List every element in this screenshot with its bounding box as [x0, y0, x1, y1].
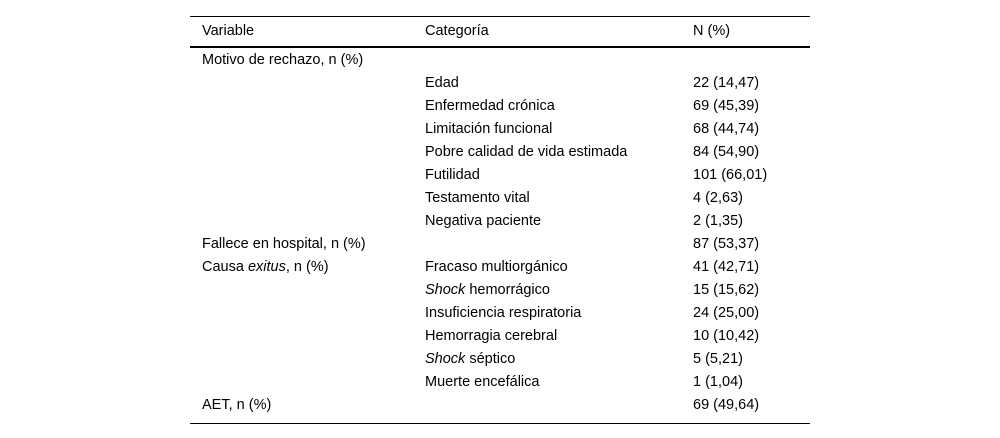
text: Enfermedad crónica	[425, 98, 555, 114]
table-row: Negativa paciente 2 (1,35)	[190, 210, 810, 233]
cell-value: 2 (1,35)	[693, 210, 810, 233]
cell-category: Fracaso multiorgánico	[425, 256, 693, 279]
cell-category: Futilidad	[425, 164, 693, 187]
column-header-variable: Variable	[202, 23, 255, 39]
table-row: Causa exitus, n (%) Fracaso multiorgánic…	[190, 256, 810, 279]
cell-category: Shock hemorrágico	[425, 279, 693, 302]
cell-category: Hemorragia cerebral	[425, 325, 693, 348]
text: 41 (42,71)	[693, 259, 760, 275]
text: 68 (44,74)	[693, 121, 760, 137]
table-row: Shock hemorrágico 15 (15,62)	[190, 279, 810, 302]
text: 101 (66,01)	[693, 167, 768, 183]
cell-value: 10 (10,42)	[693, 325, 810, 348]
text: 24 (25,00)	[693, 305, 760, 321]
cell-value: 22 (14,47)	[693, 72, 810, 95]
text: 4 (2,63)	[693, 190, 743, 206]
text: séptico	[465, 351, 516, 367]
cell-value: 87 (53,37)	[693, 233, 810, 256]
cell-value: 24 (25,00)	[693, 302, 810, 325]
text: Muerte encefálica	[425, 374, 540, 390]
text: Testamento vital	[425, 190, 530, 206]
table-header-row: Variable Categoría N (%)	[190, 17, 810, 48]
text: 10 (10,42)	[693, 328, 760, 344]
italic-text: exitus	[247, 259, 286, 275]
text: Causa	[202, 259, 248, 275]
text: 69 (49,64)	[693, 397, 760, 413]
cell-category: Shock séptico	[425, 348, 693, 371]
cell-category: Edad	[425, 72, 693, 95]
table-row: Enfermedad crónica 69 (45,39)	[190, 95, 810, 118]
text: Motivo de rechazo, n (%)	[202, 52, 364, 68]
text: Negativa paciente	[425, 213, 542, 229]
cell-category: Limitación funcional	[425, 118, 693, 141]
text: 69 (45,39)	[693, 98, 760, 114]
column-header-categoria: Categoría	[425, 23, 489, 39]
text: 84 (54,90)	[693, 144, 760, 160]
table-row: Insuficiencia respiratoria 24 (25,00)	[190, 302, 810, 325]
text: Edad	[425, 75, 459, 91]
cell-value: 1 (1,04)	[693, 371, 810, 394]
text: 5 (5,21)	[693, 351, 743, 367]
text: 22 (14,47)	[693, 75, 760, 91]
cell-variable: Fallece en hospital, n (%)	[190, 233, 425, 256]
text: 1 (1,04)	[693, 374, 743, 390]
cell-category: Testamento vital	[425, 187, 693, 210]
text: Fallece en hospital, n (%)	[202, 236, 366, 252]
cell-value: 84 (54,90)	[693, 141, 810, 164]
text: hemorrágico	[465, 282, 550, 298]
text: AET, n (%)	[202, 397, 272, 413]
text: Fracaso multiorgánico	[425, 259, 568, 275]
column-header-n-percent: N (%)	[693, 23, 731, 39]
cell-value: 101 (66,01)	[693, 164, 810, 187]
text: Pobre calidad de vida estimada	[425, 144, 628, 160]
text: 87 (53,37)	[693, 236, 760, 252]
cell-value: 5 (5,21)	[693, 348, 810, 371]
cell-variable: Causa exitus, n (%)	[190, 256, 425, 279]
text: Limitación funcional	[425, 121, 553, 137]
table-row: Edad 22 (14,47)	[190, 72, 810, 95]
cell-category: Muerte encefálica	[425, 371, 693, 394]
table-row: Muerte encefálica 1 (1,04)	[190, 371, 810, 394]
table-row: AET, n (%) 69 (49,64)	[190, 394, 810, 417]
italic-text: Shock	[425, 351, 466, 367]
table-row: Futilidad 101 (66,01)	[190, 164, 810, 187]
cell-value: 4 (2,63)	[693, 187, 810, 210]
cell-category: Insuficiencia respiratoria	[425, 302, 693, 325]
cell-value: 69 (45,39)	[693, 95, 810, 118]
cell-value: 15 (15,62)	[693, 279, 810, 302]
cell-category: Enfermedad crónica	[425, 95, 693, 118]
text: Futilidad	[425, 167, 480, 183]
table-row: Pobre calidad de vida estimada 84 (54,90…	[190, 141, 810, 164]
cell-category: Negativa paciente	[425, 210, 693, 233]
table-row: Limitación funcional 68 (44,74)	[190, 118, 810, 141]
table-row: Hemorragia cerebral 10 (10,42)	[190, 325, 810, 348]
data-table: Variable Categoría N (%) Motivo de recha…	[190, 16, 810, 424]
text: 15 (15,62)	[693, 282, 760, 298]
text: Hemorragia cerebral	[425, 328, 558, 344]
cell-value: 41 (42,71)	[693, 256, 810, 279]
table-row: Shock séptico 5 (5,21)	[190, 348, 810, 371]
cell-value: 68 (44,74)	[693, 118, 810, 141]
cell-variable: Motivo de rechazo, n (%)	[190, 49, 425, 72]
italic-text: Shock	[425, 282, 466, 298]
table-row: Motivo de rechazo, n (%)	[190, 49, 810, 72]
table-row: Testamento vital 4 (2,63)	[190, 187, 810, 210]
text: 2 (1,35)	[693, 213, 743, 229]
cell-value: 69 (49,64)	[693, 394, 810, 417]
text: , n (%)	[285, 259, 329, 275]
table-row: Fallece en hospital, n (%) 87 (53,37)	[190, 233, 810, 256]
cell-category: Pobre calidad de vida estimada	[425, 141, 693, 164]
cell-variable: AET, n (%)	[190, 394, 425, 417]
text: Insuficiencia respiratoria	[425, 305, 582, 321]
table-body: Motivo de rechazo, n (%) Edad 22 (14,47)…	[190, 48, 810, 423]
